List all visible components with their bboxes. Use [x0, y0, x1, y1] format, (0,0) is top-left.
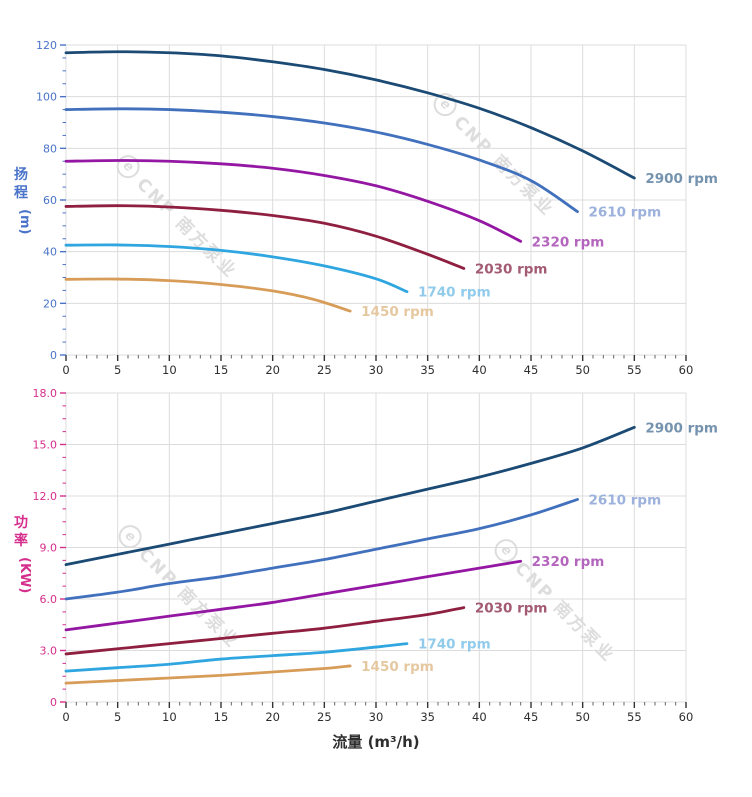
x-tick-label: 30 [369, 710, 384, 724]
x-axis-title: 流量 (m³/h) [332, 733, 419, 751]
x-tick-label: 45 [524, 363, 539, 377]
y-tick-label: 3.0 [40, 645, 58, 658]
y-axis-unit: (m) [17, 209, 32, 234]
y-tick-label: 60 [43, 194, 57, 207]
curve-1740-rpm [64, 243, 409, 294]
curve-2320-rpm [64, 559, 523, 632]
y-tick-label: 0 [50, 696, 57, 709]
x-tick-label: 25 [317, 710, 332, 724]
y-tick-label: 100 [36, 91, 57, 104]
y-axis-title: 扬 [14, 166, 28, 183]
x-tick-label: 55 [627, 363, 642, 377]
x-tick-label: 20 [265, 363, 280, 377]
power-flow-chart: 0 5 10 15 20 25 30 35 40 45 50 55 60 0 3.0 6.0 9.0 12.0 15… [14, 387, 718, 751]
curve-label-1740-rpm: 1740 rpm [418, 637, 491, 653]
y-tick-label: 15.0 [33, 439, 58, 452]
curve-label-2900-rpm: 2900 rpm [645, 420, 718, 436]
curve-label-1450-rpm: 1450 rpm [361, 304, 434, 320]
x-tick-label: 0 [62, 710, 69, 724]
x-tick-label: 30 [369, 363, 384, 377]
curve-label-2030-rpm: 2030 rpm [475, 261, 548, 277]
y-tick-label: 18.0 [33, 387, 58, 400]
y-tick-label: 120 [36, 39, 57, 52]
curve-2610-rpm [64, 107, 579, 214]
x-tick-label: 40 [472, 363, 487, 377]
curve-2030-rpm [64, 204, 466, 270]
x-tick-label: 35 [420, 363, 435, 377]
curve-2900-rpm [64, 50, 636, 180]
curve-label-2900-rpm: 2900 rpm [645, 171, 718, 187]
x-tick-label: 15 [214, 710, 229, 724]
x-tick-label: 60 [679, 363, 694, 377]
curve-1450-rpm [64, 277, 352, 313]
y-axis-title: 率 [14, 532, 28, 549]
x-tick-label: 35 [420, 710, 435, 724]
y-tick-label: 40 [43, 246, 57, 259]
x-tick-label: 5 [114, 710, 121, 724]
x-tick-label: 5 [114, 363, 121, 377]
y-axis-title: 功 [14, 515, 28, 531]
curve-label-1740-rpm: 1740 rpm [418, 285, 491, 301]
curve-label-2320-rpm: 2320 rpm [532, 234, 605, 250]
x-tick-label: 15 [214, 363, 229, 377]
x-tick-label: 50 [575, 363, 590, 377]
x-tick-label: 10 [162, 710, 177, 724]
x-tick-label: 55 [627, 710, 642, 724]
y-axis-title: 程 [14, 185, 28, 201]
x-tick-label: 50 [575, 710, 590, 724]
curve-2900-rpm [64, 425, 636, 567]
y-tick-label: 20 [43, 297, 57, 310]
y-tick-label: 0 [50, 349, 57, 362]
curve-label-2610-rpm: 2610 rpm [589, 492, 662, 508]
curve-label-1450-rpm: 1450 rpm [361, 659, 434, 675]
curve-2030-rpm [64, 606, 466, 656]
y-tick-label: 9.0 [40, 542, 58, 555]
x-tick-label: 25 [317, 363, 332, 377]
head-flow-chart: 0 5 10 15 20 25 30 35 40 45 50 55 60 0 20 40 60 80 100 120 2… [14, 39, 718, 377]
y-tick-label: 12.0 [33, 490, 58, 503]
y-tick-label: 6.0 [40, 593, 58, 606]
y-axis-unit: (KW) [17, 557, 32, 593]
y-tick-label: 80 [43, 142, 57, 155]
x-tick-label: 60 [679, 710, 694, 724]
x-tick-label: 45 [524, 710, 539, 724]
curve-label-2610-rpm: 2610 rpm [589, 205, 662, 221]
x-tick-label: 40 [472, 710, 487, 724]
x-tick-label: 20 [265, 710, 280, 724]
x-tick-label: 10 [162, 363, 177, 377]
curve-2320-rpm [64, 159, 523, 243]
curve-label-2030-rpm: 2030 rpm [475, 601, 548, 617]
curve-1450-rpm [64, 664, 352, 685]
curve-label-2320-rpm: 2320 rpm [532, 554, 605, 570]
curve-2610-rpm [64, 498, 579, 601]
curve-1740-rpm [64, 642, 409, 673]
x-tick-label: 0 [62, 363, 69, 377]
